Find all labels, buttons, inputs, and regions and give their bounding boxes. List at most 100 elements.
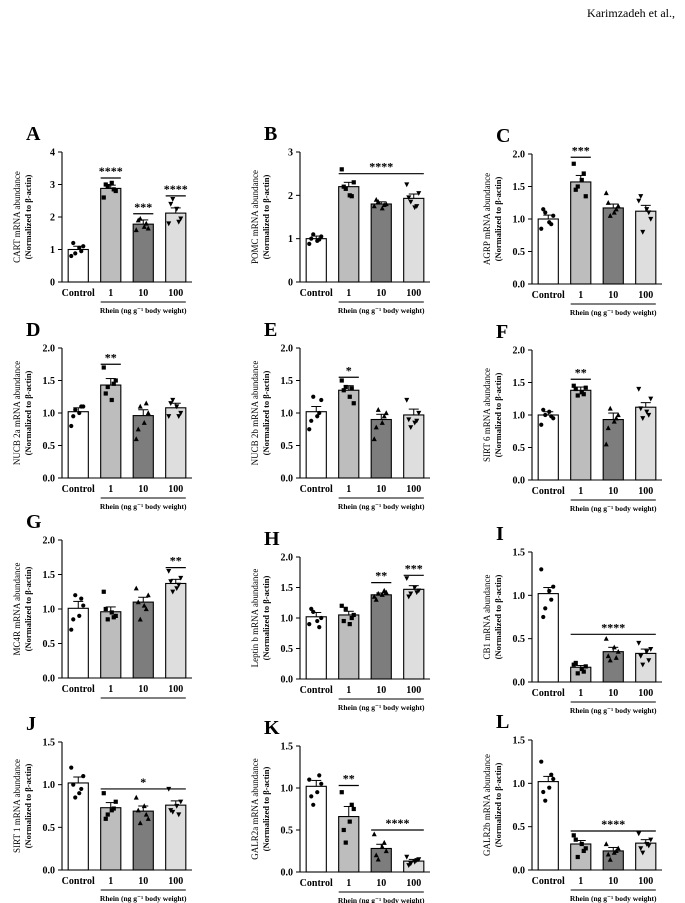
data-point-1-3 — [351, 180, 356, 185]
data-point-1-4 — [341, 184, 346, 189]
data-point-0-3 — [319, 781, 324, 786]
y-tick-label: 1.0 — [43, 780, 56, 791]
bar-2 — [132, 601, 154, 679]
data-point-0-0 — [307, 622, 312, 627]
data-point-1-5 — [349, 802, 354, 807]
group-label: Rhein (ng g⁻¹ body weight) — [338, 896, 425, 903]
data-point-0-3 — [319, 234, 324, 239]
bar-2 — [370, 594, 392, 680]
data-point-2-2 — [611, 209, 617, 215]
x-tick-label: 10 — [376, 484, 386, 495]
data-point-1-2 — [347, 819, 352, 824]
x-tick-label: 1 — [346, 288, 351, 299]
data-point-2-3 — [383, 410, 389, 416]
x-tick-label: 100 — [638, 290, 653, 301]
y-axis-label: GALR2b mRNA abundance — [482, 754, 492, 856]
panel-letter: I — [496, 523, 504, 545]
data-point-3-5 — [646, 658, 652, 664]
y-axis-sublabel: (Normalized to β-actin) — [23, 370, 33, 455]
data-point-0-0 — [539, 567, 544, 572]
group-label: Rhein (ng g⁻¹ body weight) — [570, 504, 657, 513]
data-point-3-5 — [414, 590, 420, 596]
data-point-0-1 — [311, 802, 316, 807]
bar-2 — [132, 223, 154, 283]
bar-1 — [570, 389, 592, 481]
y-tick-label: 1.5 — [513, 736, 526, 747]
y-axis-sublabel: (Normalized to β-actin) — [493, 176, 503, 261]
x-tick-label: 100 — [168, 684, 183, 695]
data-point-0-4 — [541, 789, 546, 795]
data-point-1-3 — [351, 612, 356, 618]
data-point-0-2 — [315, 790, 320, 795]
data-point-3-4 — [638, 406, 644, 412]
y-tick-label: 0.5 — [43, 823, 56, 834]
chart-panel-i: I 0.0 0.5 1.0 1.5 Control 1 10 100 Rhein (ng g⁻¹ … — [482, 523, 662, 715]
significance-label: **** — [601, 817, 625, 831]
y-axis-label: GALR2a mRNA abundance — [250, 758, 260, 859]
data-point-1-3 — [351, 401, 356, 406]
x-tick-label: 1 — [108, 876, 113, 887]
data-point-2-0 — [133, 585, 139, 591]
chart-panel-d: D 0.0 0.5 1.0 1.5 2.0 Control 1 10 100 Rhein (ng g… — [12, 319, 192, 511]
chart-panel-h: H 0.0 0.5 1.0 1.5 2.0 Control 1 10 100 Rhein (ng g… — [250, 528, 430, 712]
x-tick-label: 1 — [346, 484, 351, 495]
bar-2 — [602, 418, 624, 481]
x-tick-label: 1 — [578, 486, 583, 497]
x-tick-label: Control — [532, 688, 565, 699]
data-point-1-4 — [103, 816, 108, 821]
data-point-2-2 — [379, 420, 385, 425]
data-point-3-2 — [644, 207, 650, 212]
data-point-0-1 — [311, 394, 316, 399]
data-point-0-3 — [319, 615, 324, 621]
chart-panel-b: B 0 1 2 3 Control 1 10 100 Rhein (ng g⁻¹ body wei… — [250, 123, 430, 315]
data-point-1-2 — [109, 180, 114, 185]
data-point-0-5 — [549, 597, 554, 602]
data-point-1-2 — [109, 397, 114, 403]
data-point-3-4 — [406, 195, 412, 201]
data-point-2-5 — [613, 415, 619, 421]
x-tick-label: Control — [300, 685, 333, 696]
data-point-2-4 — [135, 599, 141, 605]
data-point-2-4 — [373, 196, 379, 202]
y-tick-label: 2.0 — [43, 344, 56, 355]
group-label: Rhein (ng g⁻¹ body weight) — [100, 306, 187, 315]
data-point-1-1 — [343, 384, 348, 390]
data-point-0-2 — [547, 409, 552, 414]
data-point-3-4 — [638, 653, 644, 659]
y-tick-label: 0 — [50, 278, 55, 289]
data-point-3-0 — [404, 397, 410, 403]
y-tick-label: 3 — [288, 148, 293, 159]
data-point-3-3 — [648, 216, 654, 222]
data-point-3-4 — [168, 201, 174, 207]
bar-1 — [100, 611, 122, 679]
bar-2 — [370, 203, 392, 283]
data-point-0-0 — [307, 427, 312, 432]
data-point-0-2 — [77, 410, 82, 416]
y-tick-label: 1.5 — [43, 376, 56, 387]
data-point-0-3 — [81, 603, 86, 608]
y-axis-sublabel: (Normalized to β-actin) — [261, 766, 271, 851]
data-point-3-1 — [408, 199, 414, 205]
data-point-0-3 — [319, 397, 324, 403]
bar-3 — [403, 588, 425, 680]
data-point-2-5 — [613, 655, 619, 660]
y-tick-label: 0.5 — [43, 639, 56, 650]
data-point-0-3 — [551, 213, 556, 218]
data-point-3-4 — [168, 808, 174, 813]
y-axis-sublabel: (Normalized to β-actin) — [261, 370, 271, 455]
data-point-2-5 — [143, 400, 149, 406]
y-tick-label: 0.5 — [281, 826, 294, 837]
data-point-3-0 — [404, 576, 410, 582]
y-tick-label: 0.0 — [281, 868, 294, 879]
data-point-3-3 — [648, 396, 654, 402]
y-axis-label: POMC mRNA abundance — [250, 170, 260, 264]
data-point-3-5 — [176, 812, 182, 818]
data-point-0-0 — [307, 777, 312, 782]
data-point-2-1 — [375, 590, 381, 596]
y-tick-label: 0.0 — [281, 474, 294, 485]
y-tick-label: 1.5 — [513, 182, 526, 193]
data-point-1-4 — [573, 187, 578, 192]
data-point-2-0 — [603, 841, 609, 847]
chart-panel-f: F 0.0 0.5 1.0 1.5 2.0 Control 1 10 100 Rhein (ng g… — [482, 321, 662, 513]
group-label: Rhein (ng g⁻¹ body weight) — [338, 502, 425, 511]
